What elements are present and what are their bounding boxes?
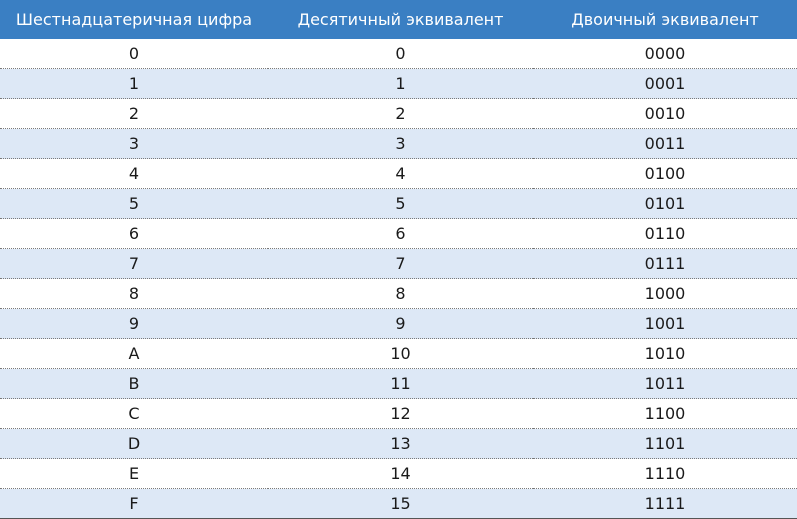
table-row: 1 1 0001: [0, 68, 797, 99]
table-row: 9 9 1001: [0, 308, 797, 339]
column-header-binary: Двоичный эквивалент: [533, 0, 797, 39]
binary-cell: 1110: [533, 458, 797, 489]
binary-cell: 0001: [533, 68, 797, 99]
hex-cell: 9: [0, 308, 268, 339]
hex-cell: D: [0, 428, 268, 459]
hex-cell: 2: [0, 98, 268, 129]
binary-cell: 0101: [533, 188, 797, 219]
table-row: B 11 1011: [0, 368, 797, 399]
decimal-cell: 5: [268, 188, 533, 219]
hex-cell: F: [0, 488, 268, 519]
decimal-cell: 4: [268, 158, 533, 189]
decimal-cell: 7: [268, 248, 533, 279]
binary-cell: 1000: [533, 278, 797, 309]
table-row: E 14 1110: [0, 458, 797, 489]
binary-cell: 1100: [533, 398, 797, 429]
table-row: 3 3 0011: [0, 128, 797, 159]
binary-cell: 1111: [533, 488, 797, 519]
hex-cell: C: [0, 398, 268, 429]
table-row: D 13 1101: [0, 428, 797, 459]
table-row: 4 4 0100: [0, 158, 797, 189]
column-header-hex: Шестнадцатеричная цифра: [0, 0, 268, 39]
table-row: 5 5 0101: [0, 188, 797, 219]
column-header-decimal: Десятичный эквивалент: [268, 0, 533, 39]
decimal-cell: 14: [268, 458, 533, 489]
hex-cell: B: [0, 368, 268, 399]
binary-cell: 1001: [533, 308, 797, 339]
decimal-cell: 6: [268, 218, 533, 249]
table-row: C 12 1100: [0, 398, 797, 429]
binary-cell: 1011: [533, 368, 797, 399]
binary-cell: 0110: [533, 218, 797, 249]
decimal-cell: 3: [268, 128, 533, 159]
table-row: 2 2 0010: [0, 98, 797, 129]
table-row: 0 0 0000: [0, 39, 797, 69]
hex-cell: 5: [0, 188, 268, 219]
hex-cell: 4: [0, 158, 268, 189]
table-header: Шестнадцатеричная цифра Десятичный эквив…: [0, 0, 797, 39]
binary-cell: 0010: [533, 98, 797, 129]
binary-cell: 0000: [533, 39, 797, 69]
binary-cell: 1101: [533, 428, 797, 459]
hex-cell: A: [0, 338, 268, 369]
table-row: F 15 1111: [0, 488, 797, 519]
table-row: 6 6 0110: [0, 218, 797, 249]
decimal-cell: 2: [268, 98, 533, 129]
binary-cell: 0111: [533, 248, 797, 279]
hex-cell: 6: [0, 218, 268, 249]
binary-cell: 1010: [533, 338, 797, 369]
decimal-cell: 15: [268, 488, 533, 519]
table-row: 7 7 0111: [0, 248, 797, 279]
binary-cell: 0011: [533, 128, 797, 159]
table-row: 8 8 1000: [0, 278, 797, 309]
hex-cell: 3: [0, 128, 268, 159]
binary-cell: 0100: [533, 158, 797, 189]
decimal-cell: 9: [268, 308, 533, 339]
hex-cell: 7: [0, 248, 268, 279]
decimal-cell: 8: [268, 278, 533, 309]
table-body: 0 0 0000 1 1 0001 2 2 0010 3 3 0011 4 4 …: [0, 39, 797, 519]
decimal-cell: 10: [268, 338, 533, 369]
decimal-cell: 1: [268, 68, 533, 99]
header-row: Шестнадцатеричная цифра Десятичный эквив…: [0, 0, 797, 39]
decimal-cell: 11: [268, 368, 533, 399]
hex-cell: E: [0, 458, 268, 489]
decimal-cell: 0: [268, 39, 533, 69]
decimal-cell: 13: [268, 428, 533, 459]
decimal-cell: 12: [268, 398, 533, 429]
table-row: A 10 1010: [0, 338, 797, 369]
hex-cell: 1: [0, 68, 268, 99]
hex-cell: 0: [0, 39, 268, 69]
hex-cell: 8: [0, 278, 268, 309]
